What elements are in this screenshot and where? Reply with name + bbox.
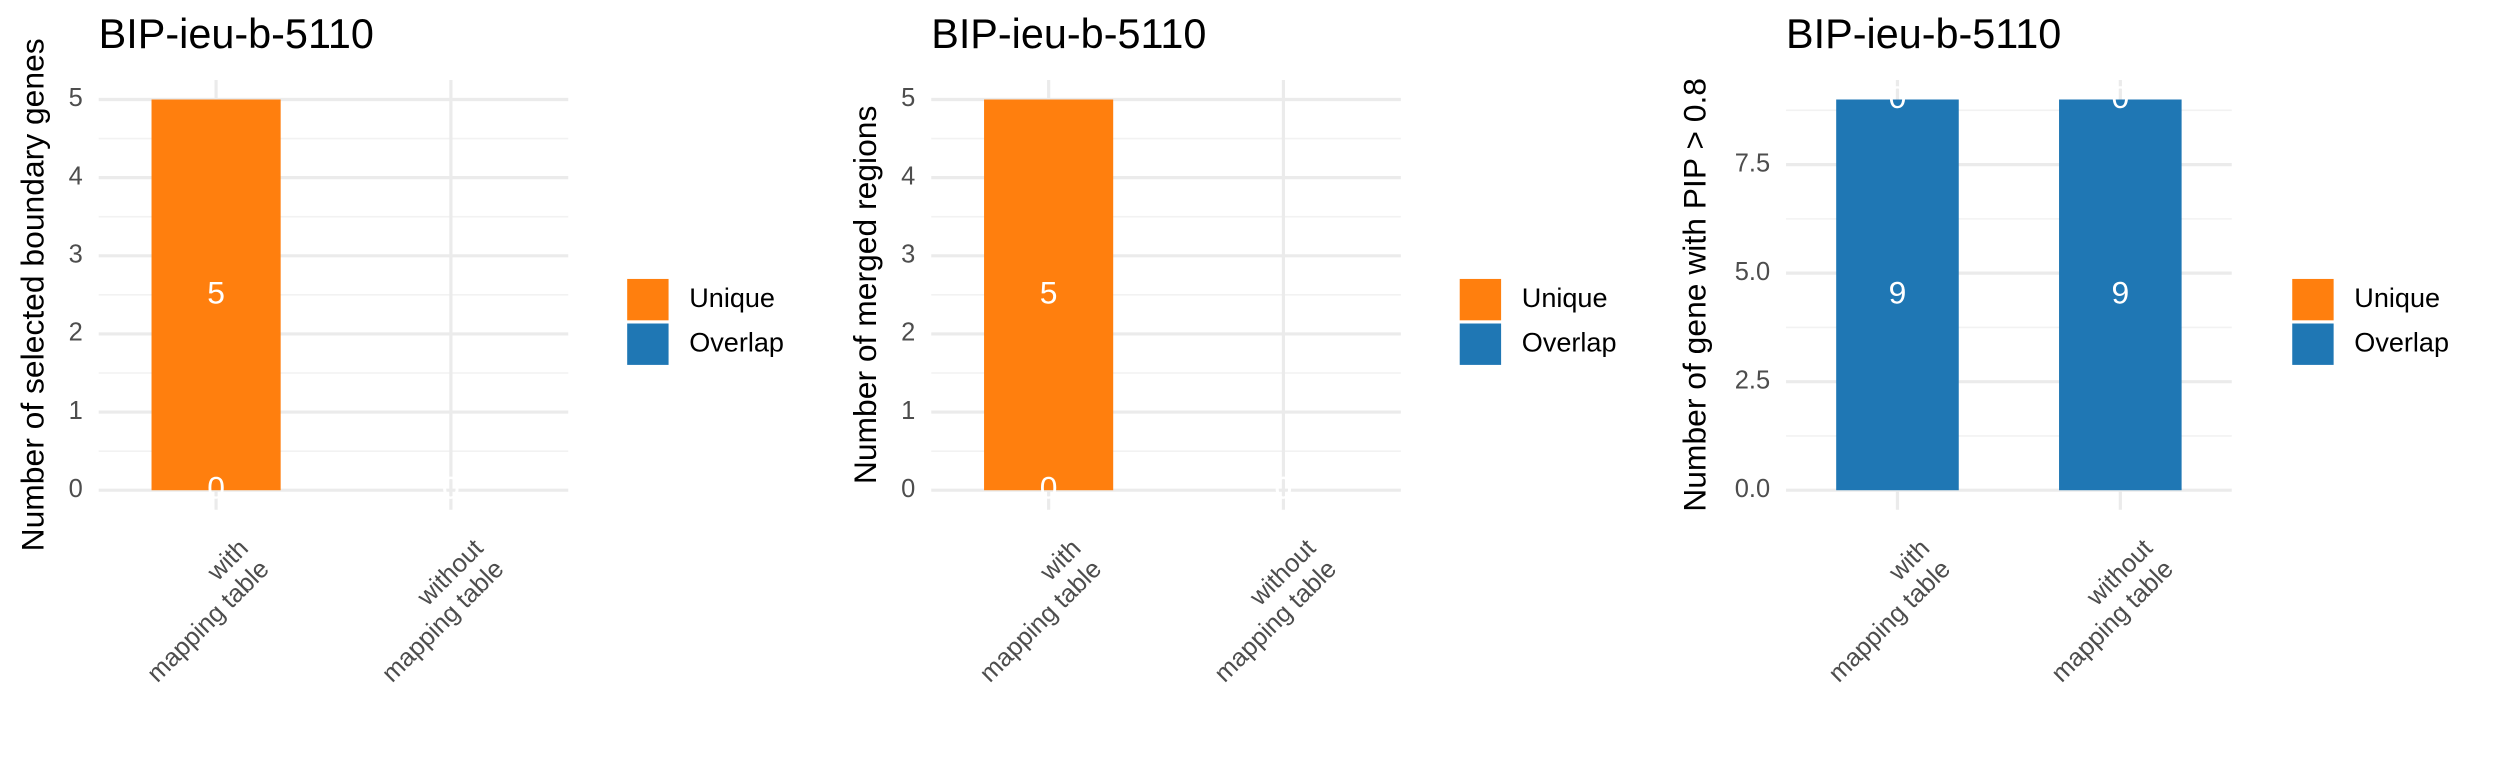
y-tick-label: 5 <box>901 84 915 112</box>
y-axis-title: Number of gene with PIP > 0.8 <box>1676 78 1712 512</box>
y-tick-label: 0 <box>69 475 83 503</box>
bar-segment <box>984 99 1114 491</box>
y-tick-label: 4 <box>901 162 915 190</box>
legend-swatch <box>627 323 669 365</box>
x-tick-label-group: withoutmapping table <box>2025 534 2179 688</box>
data-label: 0 <box>1040 470 1058 506</box>
chart-title: BIP-ieu-b-5110 <box>99 11 374 57</box>
y-tick-label: 0 <box>901 475 915 503</box>
y-tick-label: 5 <box>69 84 83 112</box>
y-tick-label: 0.0 <box>1735 475 1770 503</box>
legend-label: Overlap <box>1522 327 1617 357</box>
data-label: 0 <box>1275 470 1293 506</box>
data-label: 0 <box>1275 470 1293 506</box>
y-tick-label: 1 <box>901 397 915 425</box>
x-tick-label-group: withoutmapping table <box>1188 534 1342 688</box>
data-label: 5 <box>1040 274 1058 310</box>
legend-label: Unique <box>1522 283 1608 313</box>
x-tick-label: withmapping table <box>121 534 275 688</box>
y-tick-label: 2 <box>901 319 915 347</box>
x-tick-label-group: withmapping table <box>121 534 275 688</box>
data-label: 5 <box>207 274 225 310</box>
x-tick-label-group: withmapping table <box>1802 534 1956 688</box>
data-label: 9 <box>1889 274 1907 310</box>
y-tick-label: 3 <box>69 241 83 269</box>
legend-label: Overlap <box>2354 327 2449 357</box>
x-tick-label-group: withoutmapping table <box>356 534 510 688</box>
data-label: 0 <box>1889 79 1907 115</box>
y-tick-label: 7.5 <box>1735 149 1770 177</box>
y-tick-label: 4 <box>69 162 83 190</box>
legend-swatch <box>1459 323 1502 365</box>
y-tick-label: 1 <box>69 397 83 425</box>
x-tick-label: withmapping table <box>953 534 1107 688</box>
x-tick-label: withoutmapping table <box>1188 534 1342 688</box>
y-axis-title: Number of merged regions <box>847 106 883 485</box>
legend-label: Overlap <box>689 327 784 357</box>
legend-label: Unique <box>2354 283 2440 313</box>
x-tick-label: withmapping table <box>1802 534 1956 688</box>
legend-swatch <box>1459 278 1502 321</box>
y-tick-label: 3 <box>901 241 915 269</box>
legend-swatch <box>2292 323 2334 365</box>
data-label: 9 <box>2111 274 2129 310</box>
data-label: 0 <box>207 470 225 506</box>
x-tick-label: withoutmapping table <box>2025 534 2179 688</box>
legend-label: Unique <box>689 283 775 313</box>
data-label: 0 <box>442 470 460 506</box>
bar-segment <box>2059 99 2182 491</box>
x-tick-label-group: withmapping table <box>953 534 1107 688</box>
y-tick-label: 2.5 <box>1735 366 1770 394</box>
y-tick-label: 2 <box>69 319 83 347</box>
y-axis-title: Number of selected boundary genes <box>14 38 50 551</box>
bar-segment <box>151 99 281 491</box>
data-label: 0 <box>2111 79 2129 115</box>
legend-swatch <box>627 278 669 321</box>
data-label: 0 <box>442 470 460 506</box>
bar-segment <box>1836 99 1959 491</box>
chart-title: BIP-ieu-b-5110 <box>1786 11 2061 57</box>
y-tick-label: 5.0 <box>1735 258 1770 286</box>
x-tick-label: withoutmapping table <box>356 534 510 688</box>
legend-swatch <box>2292 278 2334 321</box>
chart-title: BIP-ieu-b-5110 <box>931 11 1206 57</box>
